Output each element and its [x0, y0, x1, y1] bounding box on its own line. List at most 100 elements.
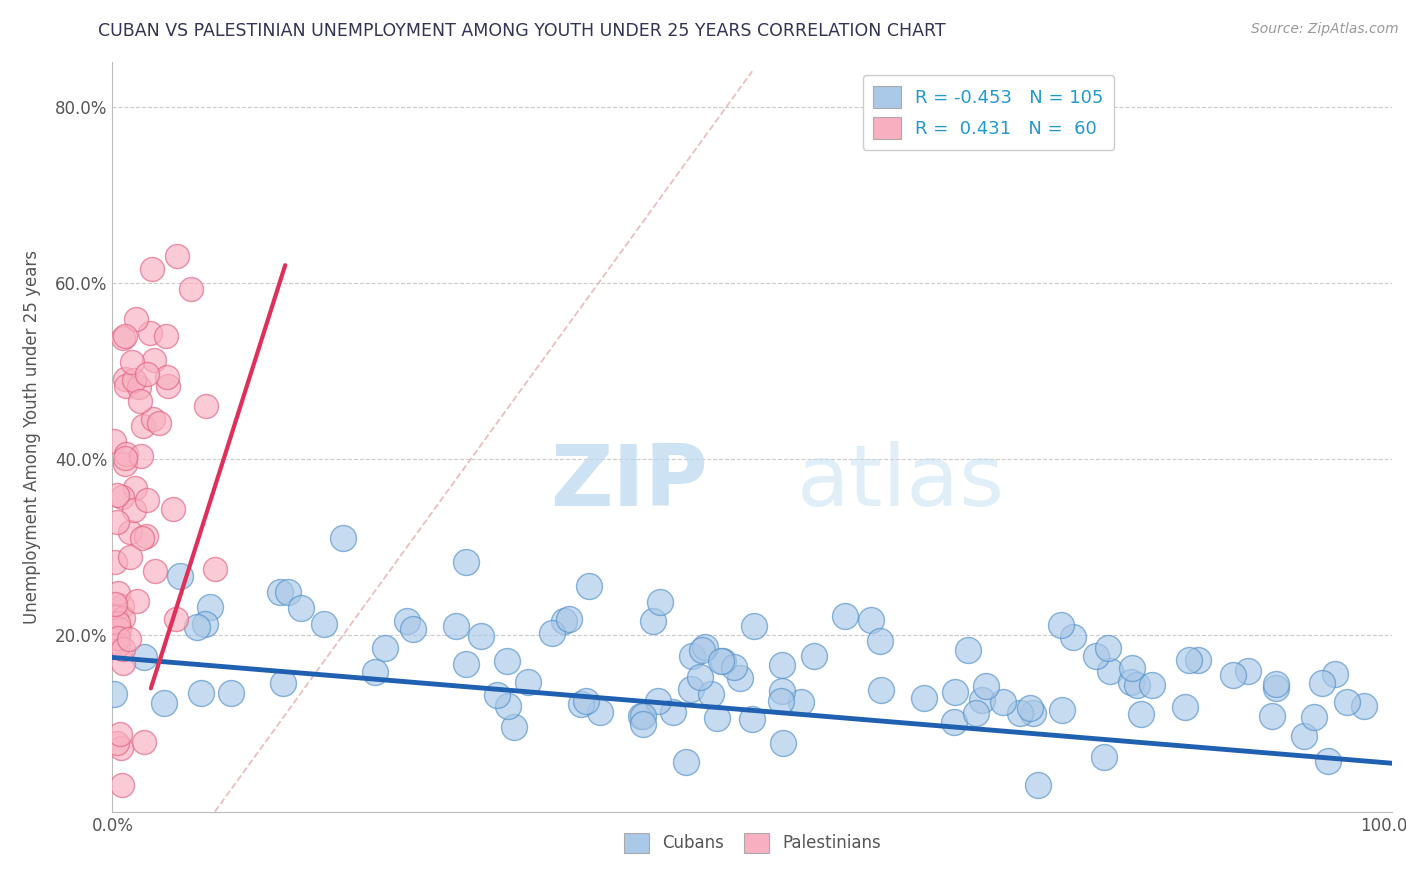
Point: [186, 620, 208, 634]
Point: [943, 684, 966, 698]
Point: [332, 532, 354, 546]
Point: [1121, 675, 1143, 690]
Point: [1010, 706, 1032, 721]
Point: [136, 492, 159, 507]
Point: [1310, 676, 1333, 690]
Point: [165, 612, 187, 626]
Point: [648, 595, 671, 609]
Point: [153, 697, 176, 711]
Point: [114, 457, 136, 471]
Point: [1062, 630, 1084, 644]
Point: [180, 282, 202, 296]
Point: [131, 450, 153, 464]
Point: [641, 614, 664, 628]
Point: [834, 609, 856, 624]
Point: [190, 686, 212, 700]
Point: [1178, 653, 1201, 667]
Point: [558, 612, 581, 626]
Point: [114, 447, 136, 461]
Text: atlas: atlas: [797, 441, 1005, 524]
Point: [277, 585, 299, 599]
Point: [693, 640, 716, 654]
Point: [290, 600, 312, 615]
Point: [1187, 652, 1209, 666]
Point: [107, 631, 129, 645]
Point: [314, 617, 336, 632]
Point: [1353, 699, 1375, 714]
Point: [111, 490, 134, 504]
Point: [105, 736, 128, 750]
Point: [111, 599, 134, 614]
Point: [1261, 709, 1284, 723]
Point: [204, 562, 226, 576]
Point: [742, 618, 765, 632]
Point: [269, 585, 291, 599]
Point: [706, 711, 728, 725]
Point: [503, 720, 526, 734]
Point: [1174, 699, 1197, 714]
Point: [496, 654, 519, 668]
Point: [700, 687, 723, 701]
Point: [454, 657, 477, 672]
Point: [128, 380, 150, 394]
Point: [198, 600, 221, 615]
Point: [166, 249, 188, 263]
Point: [1142, 678, 1164, 692]
Point: [456, 555, 478, 569]
Point: [711, 654, 734, 668]
Point: [675, 755, 697, 769]
Point: [115, 379, 138, 393]
Point: [139, 326, 162, 340]
Point: [1084, 648, 1107, 663]
Point: [485, 688, 508, 702]
Point: [194, 400, 217, 414]
Point: [681, 649, 703, 664]
Point: [135, 528, 157, 542]
Point: [132, 419, 155, 434]
Point: [1265, 681, 1288, 696]
Point: [803, 649, 825, 664]
Point: [569, 698, 592, 712]
Text: Source: ZipAtlas.com: Source: ZipAtlas.com: [1251, 22, 1399, 37]
Point: [633, 709, 655, 723]
Point: [104, 598, 127, 612]
Point: [965, 706, 987, 720]
Point: [1264, 677, 1286, 691]
Point: [578, 578, 600, 592]
Point: [541, 626, 564, 640]
Point: [1222, 668, 1244, 682]
Point: [111, 611, 134, 625]
Point: [1050, 703, 1073, 717]
Point: [194, 616, 217, 631]
Point: [118, 632, 141, 647]
Point: [710, 654, 733, 668]
Point: [1317, 755, 1340, 769]
Point: [107, 615, 129, 630]
Point: [124, 374, 146, 388]
Point: [772, 736, 794, 750]
Point: [1303, 710, 1326, 724]
Point: [1125, 678, 1147, 692]
Point: [974, 679, 997, 693]
Point: [103, 687, 125, 701]
Point: [142, 412, 165, 426]
Point: [679, 681, 702, 696]
Point: [120, 525, 142, 540]
Point: [134, 649, 156, 664]
Point: [374, 641, 396, 656]
Text: CUBAN VS PALESTINIAN UNEMPLOYMENT AMONG YOUTH UNDER 25 YEARS CORRELATION CHART: CUBAN VS PALESTINIAN UNEMPLOYMENT AMONG …: [98, 22, 946, 40]
Point: [156, 379, 179, 393]
Point: [127, 594, 149, 608]
Point: [107, 586, 129, 600]
Point: [169, 568, 191, 582]
Point: [723, 660, 745, 674]
Point: [912, 691, 935, 706]
Point: [957, 643, 980, 657]
Point: [108, 622, 131, 636]
Point: [1121, 661, 1143, 675]
Point: [105, 610, 128, 624]
Point: [769, 693, 792, 707]
Point: [516, 675, 538, 690]
Point: [121, 355, 143, 369]
Point: [1129, 706, 1152, 721]
